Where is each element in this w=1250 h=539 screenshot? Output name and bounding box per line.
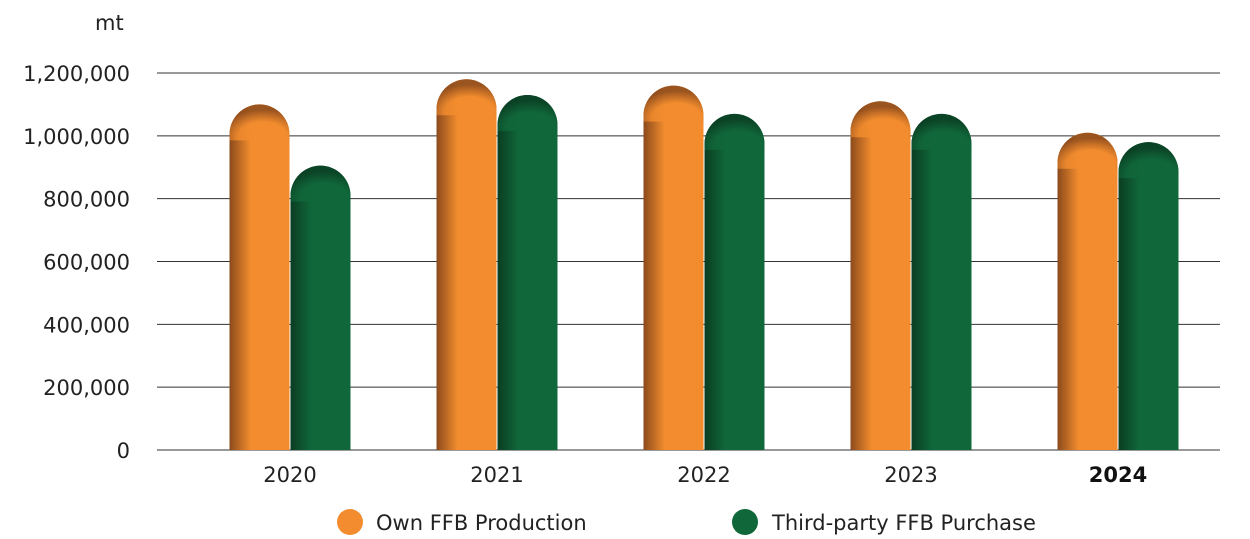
x-axis: 2020 2021 2022 2023 2024 xyxy=(263,463,1147,487)
y-tick-label: 1,200,000 xyxy=(23,62,130,86)
x-tick-label: 2020 xyxy=(263,463,316,487)
x-tick-label: 2022 xyxy=(677,463,730,487)
y-unit-label: mt xyxy=(95,11,124,35)
legend-swatch-icon xyxy=(337,509,363,535)
x-tick-label: 2024 xyxy=(1089,463,1147,487)
y-tick-label: 0 xyxy=(117,439,130,463)
legend-swatch-icon xyxy=(732,509,758,535)
bar-2023-own-production xyxy=(850,101,911,450)
bar-2022-own-production xyxy=(643,85,704,450)
x-tick-label: 2021 xyxy=(470,463,523,487)
y-tick-label: 400,000 xyxy=(43,313,130,337)
legend-item: Third-party FFB Purchase xyxy=(732,509,1036,535)
y-tick-label: 800,000 xyxy=(43,188,130,212)
bar-2021-third-party-purchase xyxy=(497,94,558,450)
y-tick-label: 600,000 xyxy=(43,251,130,275)
bars xyxy=(229,79,1179,451)
y-tick-label: 200,000 xyxy=(43,376,130,400)
x-tick-label: 2023 xyxy=(884,463,937,487)
bar-2023-third-party-purchase xyxy=(911,113,972,450)
bar-2024-third-party-purchase xyxy=(1118,142,1179,450)
bar-2021-own-production xyxy=(436,79,497,451)
y-axis: mt 0 200,000 400,000 600,000 800,000 1,000,00… xyxy=(23,11,130,463)
bar-2022-third-party-purchase xyxy=(704,113,765,450)
bar-2024-own-production xyxy=(1057,132,1118,451)
bar-2020-third-party-purchase xyxy=(290,165,351,450)
bar-2020-own-production xyxy=(229,104,290,450)
legend: Own FFB Production Third-party FFB Purcha… xyxy=(337,509,1036,535)
legend-label: Own FFB Production xyxy=(376,511,587,535)
legend-label: Third-party FFB Purchase xyxy=(771,511,1036,535)
y-tick-label: 1,000,000 xyxy=(23,125,130,149)
legend-item: Own FFB Production xyxy=(337,509,587,535)
